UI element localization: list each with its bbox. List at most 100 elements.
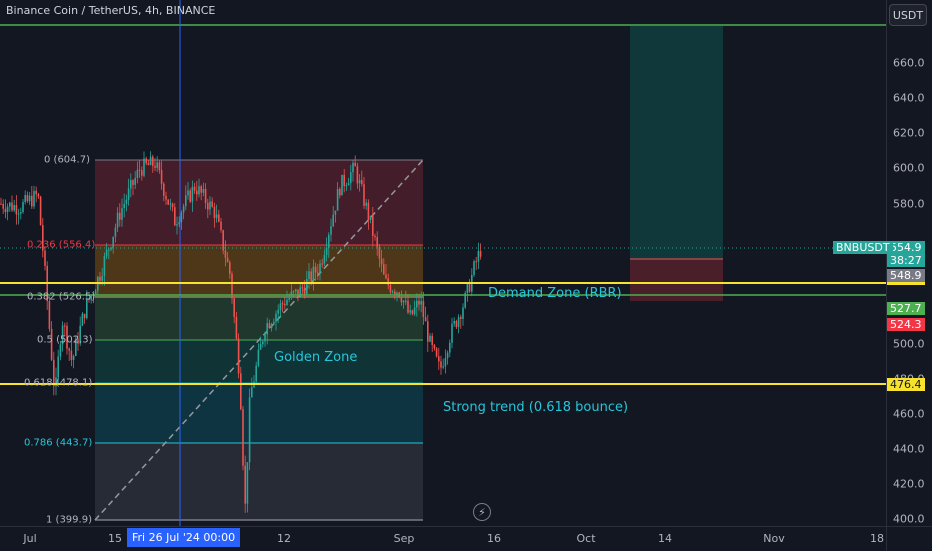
y-tick: 500.0 [893,337,925,351]
candle-body [416,300,418,308]
candle-body [273,321,275,325]
candle-body [220,221,222,231]
candle-body [156,162,158,168]
candle-body [152,156,154,166]
candle-body [446,352,449,359]
fib-zone-0786-1 [95,443,423,520]
candle-body [143,158,145,176]
candle-body [141,170,143,176]
candle-body [68,348,70,351]
candle-body [246,462,249,504]
fib-label-0382: 0.382 (526.5) [27,291,96,303]
candle-body [204,188,207,203]
candle-body [457,317,460,328]
time-axis[interactable]: Jul 15 12 Sep 16 Oct 14 Nov 18 Fri 26 Ju… [0,526,886,551]
candle-body [321,263,323,265]
fib-zone-0236-0382 [95,245,423,297]
candle-body [244,465,246,504]
golden-zone-label[interactable]: Golden Zone [274,350,358,365]
candle-body [158,162,161,171]
x-tick: Jul [23,532,37,545]
candle-body [61,325,64,345]
candle-body [42,225,44,251]
candle-body [207,202,209,210]
candle-body [453,320,455,324]
candle-body [363,184,365,206]
candle-body [160,170,163,184]
candle-body [185,195,187,207]
candle-body [462,307,464,319]
candle-body [466,283,469,294]
candle-body [196,190,198,195]
candle-body [438,356,440,362]
chart-area[interactable]: 0 (604.7) 0.236 (556.4) 0.382 (526.5) 0.… [0,0,886,526]
candle-body [286,299,288,305]
candle-body [347,183,350,186]
candle-body [477,251,480,262]
candle-body [409,310,411,313]
candle-body [299,287,301,297]
axis-corner [886,526,932,551]
candle-body [94,290,97,295]
candle-body [193,186,196,191]
flash-icon[interactable]: ⚡ [473,503,491,521]
candle-body [114,227,117,237]
candlesticks[interactable] [0,151,482,513]
last-price-tag: 554.9 38:27 [887,241,925,267]
candle-body [127,188,130,200]
candle-body [79,325,81,344]
price-axis[interactable]: 660.0 640.0 620.0 600.0 580.0 500.0 480.… [886,0,932,526]
candle-body [112,236,114,248]
candle-body [314,266,317,273]
candle-body [385,274,387,279]
candle-body [323,254,326,264]
candle-body [407,300,409,313]
candle-body [108,249,110,251]
candle-body [394,291,396,295]
chart-canvas[interactable] [0,0,886,526]
candle-body [86,299,88,319]
candle-body [270,324,273,329]
candle-body [187,190,189,196]
x-tick: 18 [870,532,884,545]
strong-trend-label[interactable]: Strong trend (0.618 bounce) [443,400,629,415]
fib-label-0786: 0.786 (443.7) [24,437,93,449]
candle-body [44,250,46,266]
candle-body [77,339,79,344]
x-tick: 16 [487,532,501,545]
candle-body [292,291,295,293]
long-position-target-zone[interactable] [630,25,723,259]
candle-body [154,165,156,168]
candle-body [275,313,277,322]
demand-zone-label[interactable]: Demand Zone (RBR) [488,286,622,301]
candle-body [473,261,475,275]
candle-body [259,344,262,350]
y-tick: 640.0 [893,91,925,105]
candle-body [138,169,141,171]
candle-body [101,275,103,281]
candle-body [405,300,407,302]
candle-body [341,174,343,196]
candle-body [6,206,9,212]
candle-body [369,215,372,220]
candle-body [176,224,178,226]
candle-body [336,189,339,211]
currency-button[interactable]: USDT [889,4,927,26]
candle-body [88,299,90,301]
candle-body [328,234,330,248]
candle-body [268,323,271,329]
candle-body [132,180,134,185]
price-tag-527: 527.7 [887,302,925,315]
candle-body [165,196,167,200]
candle-body [255,365,257,382]
candle-body [310,271,312,282]
candle-body [356,166,359,184]
long-position-stop-zone[interactable] [630,259,723,301]
candle-body [358,180,361,184]
candle-body [367,202,370,220]
candle-body [431,335,433,346]
symbol-title[interactable]: Binance Coin / TetherUS, 4h, BINANCE [6,4,216,17]
candle-body [20,212,22,214]
candle-body [389,285,392,293]
candle-body [209,201,211,210]
